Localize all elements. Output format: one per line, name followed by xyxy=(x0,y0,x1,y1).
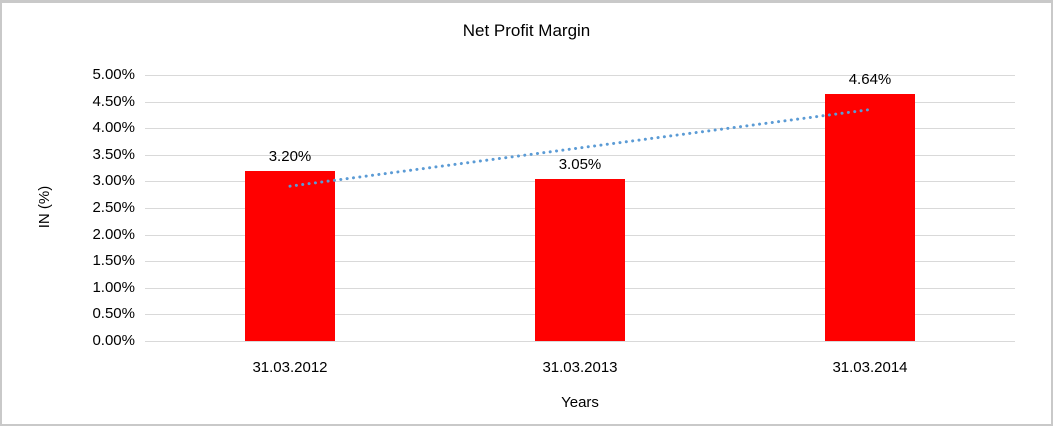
bar-31.03.2012 xyxy=(245,170,335,341)
y-gridline xyxy=(145,75,1015,76)
y-tick-label: 4.50% xyxy=(92,92,135,110)
y-gridline xyxy=(145,341,1015,342)
bar-31.03.2014 xyxy=(825,94,915,341)
y-tick-label: 2.50% xyxy=(92,199,135,216)
y-tick-label: 5.00% xyxy=(92,66,135,83)
y-tick-label: 1.50% xyxy=(92,252,135,270)
x-axis-title: Years xyxy=(561,394,599,411)
y-tick-label: 4.00% xyxy=(92,119,135,137)
y-tick-label: 1.00% xyxy=(92,278,135,296)
y-tick-label: 3.50% xyxy=(92,145,135,163)
x-category-label: 31.03.2013 xyxy=(542,359,618,376)
bar-value-label: 3.05% xyxy=(558,155,602,173)
y-tick-label: 0.00% xyxy=(92,332,135,349)
y-tick-label: 0.50% xyxy=(92,305,135,323)
bar-value-label: 3.20% xyxy=(268,147,312,165)
x-category-label: 31.03.2014 xyxy=(832,359,908,376)
bar-value-label: 4.64% xyxy=(848,71,892,89)
y-gridline xyxy=(145,101,1015,103)
y-tick-label: 3.00% xyxy=(92,172,135,190)
bar-31.03.2013 xyxy=(535,178,625,341)
x-category-label: 31.03.2012 xyxy=(252,359,328,376)
trendline-path xyxy=(288,108,872,188)
chart-title: Net Profit Margin xyxy=(462,21,591,40)
y-tick-label: 2.00% xyxy=(92,225,135,243)
